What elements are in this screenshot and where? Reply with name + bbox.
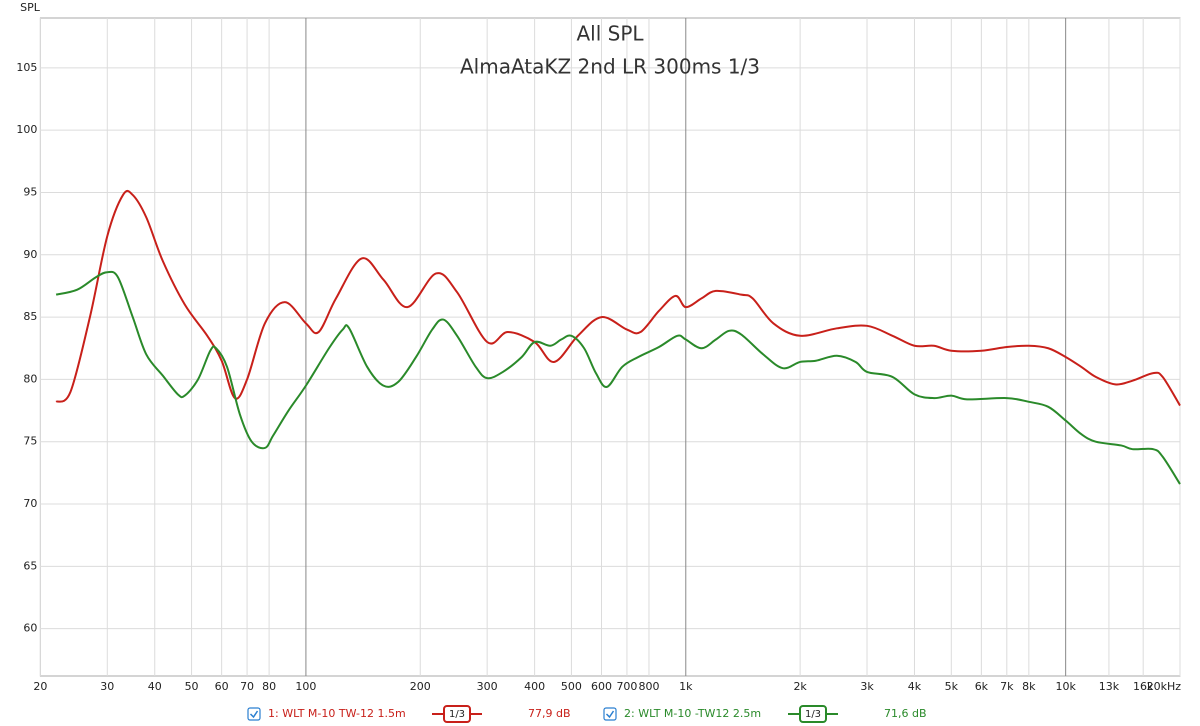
x-tick-label: 1k	[679, 680, 693, 693]
series-line	[55, 270, 1181, 485]
x-tick-label: 6k	[975, 680, 989, 693]
legend-smoothing: 1/3	[449, 709, 465, 720]
y-tick-label: 100	[16, 123, 37, 136]
legend-check	[605, 710, 615, 719]
legend-name: 1: WLT M-10 TW-12 1.5m	[268, 707, 406, 720]
chart-subtitle: AlmaAtaKZ 2nd LR 300ms 1/3	[460, 55, 760, 79]
y-tick-label: 90	[23, 248, 37, 261]
legend-level: 77,9 dB	[528, 707, 571, 720]
x-tick-label: 7k	[1000, 680, 1014, 693]
x-tick-label: 30	[100, 680, 114, 693]
x-tick-label: 60	[215, 680, 229, 693]
grid	[39, 18, 1181, 676]
chart-title: All SPL	[576, 22, 644, 46]
x-tick-label: 2k	[793, 680, 807, 693]
y-tick-label: 95	[23, 185, 37, 198]
x-tick-label: 400	[524, 680, 545, 693]
legend-smoothing: 1/3	[805, 709, 821, 720]
x-tick-label: 70	[240, 680, 254, 693]
x-tick-label: 600	[591, 680, 612, 693]
x-tick-label: 13k	[1099, 680, 1120, 693]
x-tick-label: 800	[638, 680, 659, 693]
x-tick-label: 5k	[945, 680, 959, 693]
x-tick-label: 80	[262, 680, 276, 693]
lines	[55, 189, 1181, 485]
legend-name: 2: WLT M-10 -TW12 2.5m	[624, 707, 761, 720]
x-tick-label: 20	[33, 680, 47, 693]
x-tick-label: 20kHz	[1147, 680, 1182, 693]
x-tick-label: 4k	[908, 680, 922, 693]
legend-check	[249, 710, 259, 719]
legend: 1: WLT M-10 TW-12 1.5m 1/3 77,9 dB 2: WLT M…	[247, 705, 927, 723]
x-tick-label: 3k	[860, 680, 874, 693]
x-tick-label: 100	[295, 680, 316, 693]
y-tick-label: 70	[23, 497, 37, 510]
series-line	[55, 189, 1181, 407]
x-tick-label: 200	[410, 680, 431, 693]
y-tick-label: 65	[23, 559, 37, 572]
legend-checkbox	[603, 707, 617, 721]
legend-level: 71,6 dB	[884, 707, 927, 720]
x-tick-label: 8k	[1022, 680, 1036, 693]
y-tick-label: 105	[16, 61, 37, 74]
y-tick-label: 60	[23, 622, 37, 635]
x-tick-label: 500	[561, 680, 582, 693]
x-tick-label: 50	[185, 680, 199, 693]
legend-swatch-box	[799, 705, 827, 723]
y-tick-label: 75	[23, 435, 37, 448]
y-tick-label: 80	[23, 372, 37, 385]
x-tick-label: 300	[477, 680, 498, 693]
x-tick-label: 40	[148, 680, 162, 693]
x-tick-label: 700	[616, 680, 637, 693]
y-axis-label: SPL	[20, 1, 41, 14]
legend-checkbox	[247, 707, 261, 721]
y-tick-label: 85	[23, 310, 37, 323]
x-tick-label: 16k	[1133, 680, 1154, 693]
x-tick-label: 10k	[1055, 680, 1076, 693]
legend-swatch-box	[443, 705, 471, 723]
